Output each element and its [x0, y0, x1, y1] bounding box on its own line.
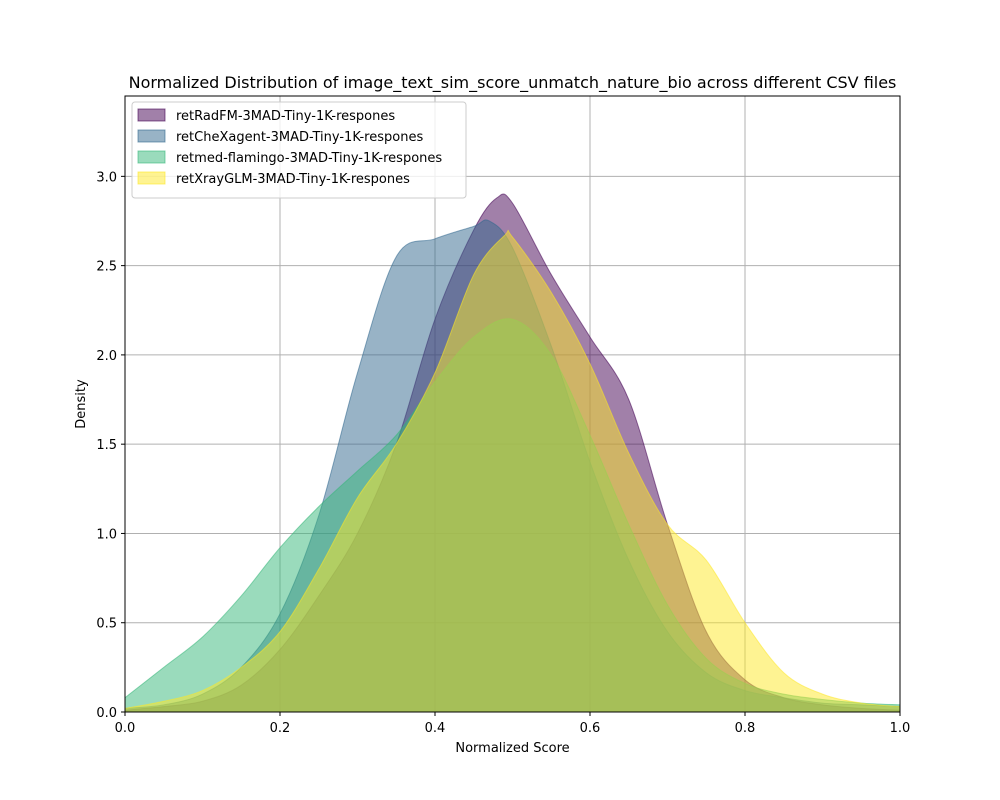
- legend-swatch: [137, 129, 166, 143]
- legend: retRadFM-3MAD-Tiny-1K-respones retCheXage…: [131, 101, 467, 199]
- plot-frame: [124, 95, 901, 713]
- x-tick-label: 0.0: [115, 721, 136, 736]
- y-tick-label: 3.0: [96, 170, 117, 185]
- x-tick-label: 0.2: [270, 721, 291, 736]
- y-tick-label: 2.5: [96, 260, 117, 275]
- legend-swatch: [137, 108, 166, 122]
- y-axis-label: Density: [74, 379, 89, 429]
- y-tick-label: 1.0: [96, 527, 117, 542]
- legend-box: [131, 101, 467, 199]
- x-tick-label: 1.0: [890, 721, 911, 736]
- x-tick-label: 0.8: [735, 721, 756, 736]
- x-tick-label: 0.4: [425, 721, 446, 736]
- y-axis: 0.0 0.5 1.0 1.5 2.0 2.5 3.0: [96, 170, 125, 721]
- series-layer: [124, 193, 901, 713]
- y-tick-label: 0.5: [96, 617, 117, 632]
- y-tick-label: 0.0: [96, 706, 117, 721]
- legend-label: retCheXagent-3MAD-Tiny-1K-respones: [176, 130, 423, 145]
- legend-swatch: [137, 150, 166, 164]
- legend-label: retmed-flamingo-3MAD-Tiny-1K-respones: [176, 151, 442, 166]
- legend-label: retRadFM-3MAD-Tiny-1K-respones: [176, 109, 395, 124]
- density-area-3: [124, 229, 901, 713]
- legend-swatch: [137, 171, 166, 185]
- legend-label: retXrayGLM-3MAD-Tiny-1K-respones: [176, 172, 410, 187]
- x-axis: 0.0 0.2 0.4 0.6 0.8 1.0: [115, 712, 911, 736]
- x-axis-label: Normalized Score: [455, 741, 569, 756]
- y-tick-label: 1.5: [96, 438, 117, 453]
- y-tick-label: 2.0: [96, 349, 117, 364]
- x-tick-label: 0.6: [580, 721, 601, 736]
- chart-title: Normalized Distribution of image_text_si…: [129, 73, 897, 93]
